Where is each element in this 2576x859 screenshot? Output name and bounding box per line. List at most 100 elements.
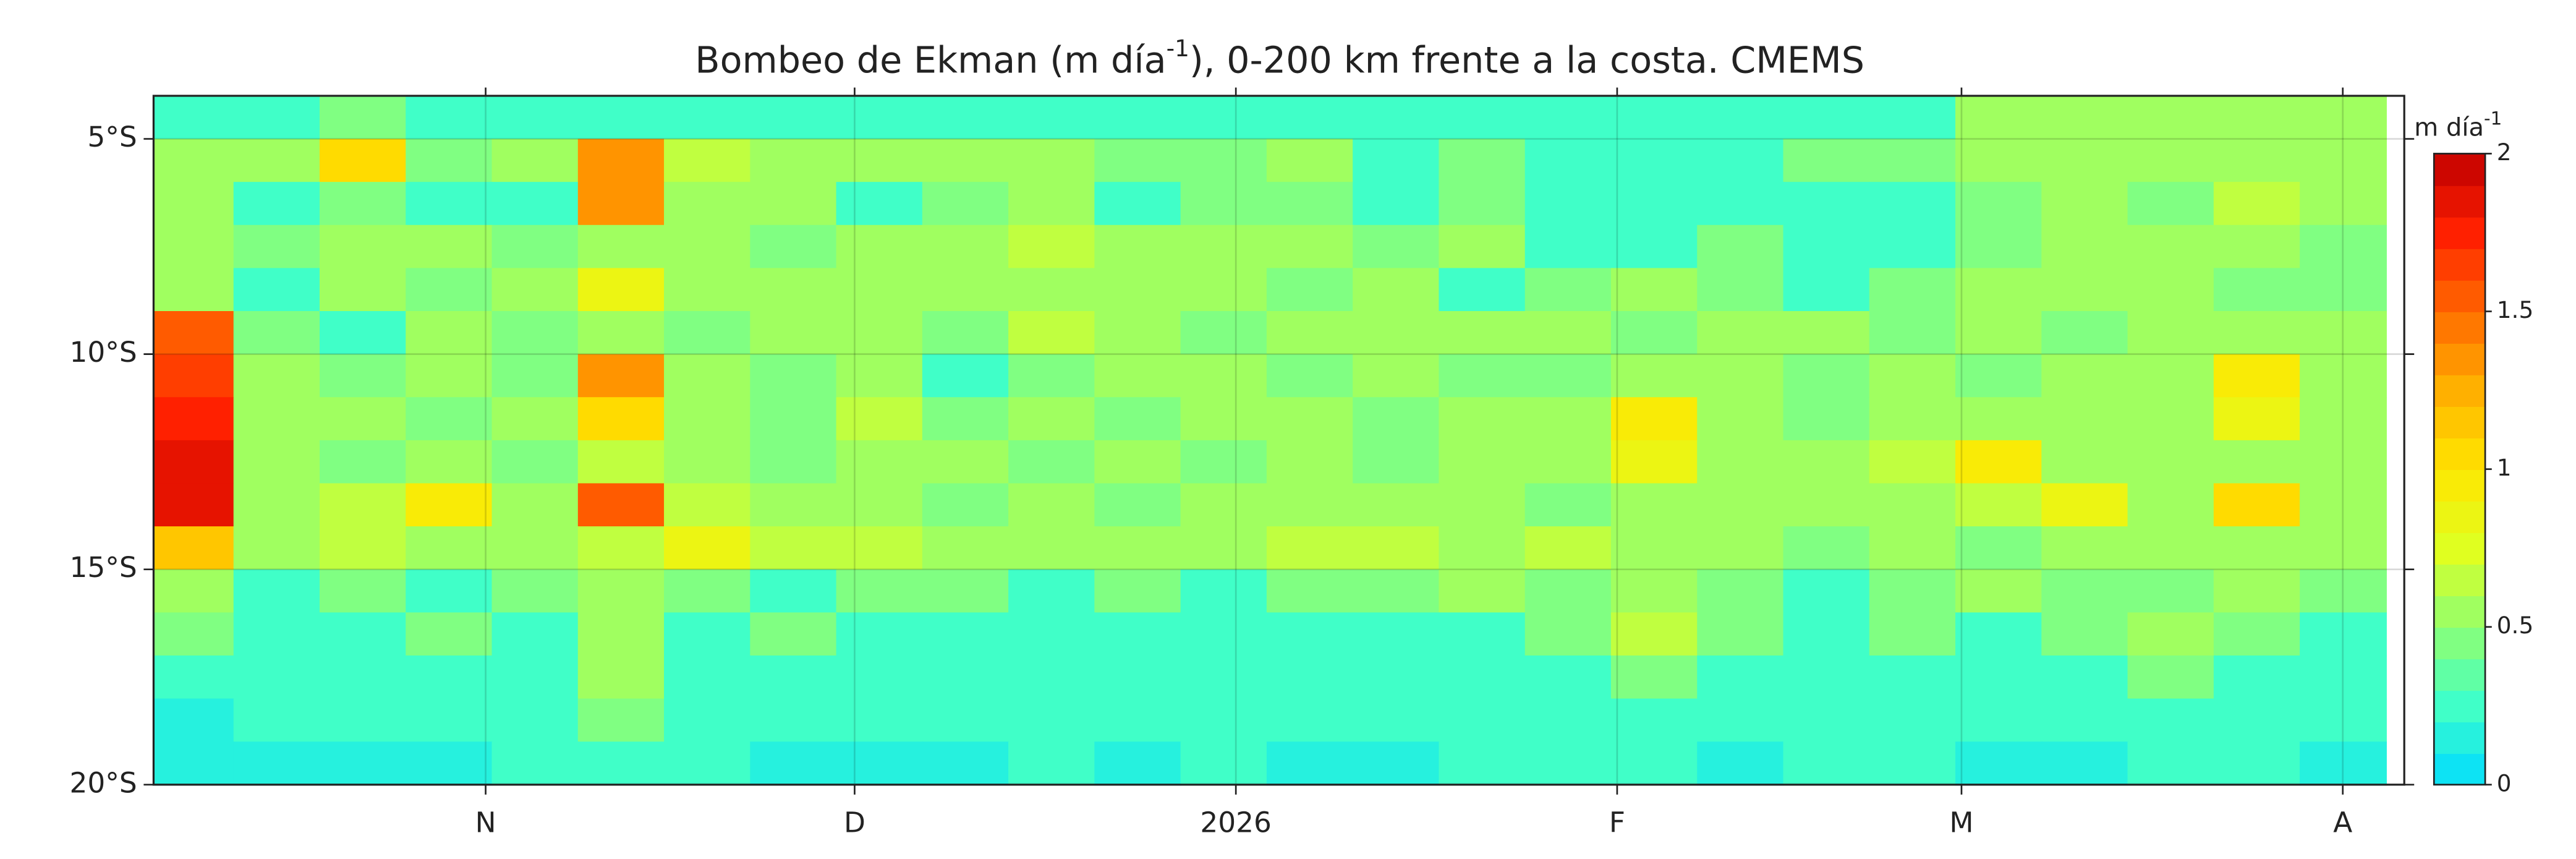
heatmap-cell	[2127, 698, 2215, 743]
heatmap-cell	[577, 397, 665, 442]
heatmap-cell	[664, 354, 751, 398]
heatmap-cell	[1610, 354, 1698, 398]
heatmap-cell	[2213, 182, 2301, 226]
heatmap-cell	[2041, 483, 2129, 528]
heatmap-cell	[491, 440, 579, 485]
heatmap-cell	[1955, 698, 2043, 743]
heatmap-cell	[1008, 397, 1095, 442]
heatmap-cell	[2213, 526, 2301, 571]
heatmap-cell	[491, 569, 579, 613]
colorbar-swatch	[2434, 595, 2486, 628]
heatmap-cell	[750, 95, 838, 140]
heatmap-cell	[1353, 440, 1440, 485]
heatmap-cell	[319, 698, 407, 743]
heatmap-cell	[1869, 311, 1957, 356]
heatmap-cell	[1610, 182, 1698, 226]
heatmap-cell	[1180, 397, 1268, 442]
heatmap-cell	[1955, 612, 2043, 657]
heatmap-cell	[1524, 569, 1612, 613]
heatmap-cell	[1697, 397, 1785, 442]
heatmap-cell	[836, 268, 924, 312]
heatmap-cell	[1008, 526, 1095, 571]
heatmap-cell	[1697, 569, 1785, 613]
heatmap-cell	[1094, 311, 1182, 356]
heatmap-cell	[1869, 741, 1957, 786]
heatmap-cell	[1697, 741, 1785, 786]
heatmap-cell	[406, 139, 493, 183]
heatmap-cell	[1610, 311, 1698, 356]
heatmap-cell	[836, 569, 924, 613]
heatmap-cell	[2213, 698, 2301, 743]
heatmap-cell	[1783, 268, 1871, 312]
heatmap-cell	[491, 268, 579, 312]
heatmap-cell	[1266, 354, 1354, 398]
heatmap-cell	[319, 483, 407, 528]
heatmap-cell	[664, 182, 751, 226]
heatmap-cell	[836, 139, 924, 183]
colorbar-swatch	[2434, 437, 2486, 470]
heatmap-cell	[1439, 354, 1526, 398]
heatmap-cell	[1353, 569, 1440, 613]
heatmap-cell	[319, 397, 407, 442]
heatmap-cell	[2041, 224, 2129, 269]
heatmap-cell	[2300, 268, 2387, 312]
heatmap-cell	[750, 182, 838, 226]
colorbar-swatch	[2434, 343, 2486, 375]
heatmap-cell	[319, 741, 407, 786]
heatmap-cell	[577, 311, 665, 356]
heatmap-cell	[2300, 397, 2387, 442]
heatmap-cell	[1697, 526, 1785, 571]
heatmap-cell	[1266, 655, 1354, 700]
heatmap-cell	[1353, 612, 1440, 657]
colorbar-swatch	[2434, 469, 2486, 502]
heatmap-cell	[2041, 311, 2129, 356]
heatmap-cell	[153, 182, 235, 226]
heatmap-cell	[319, 526, 407, 571]
heatmap-cell	[1955, 483, 2043, 528]
heatmap-cell	[1524, 354, 1612, 398]
heatmap-cell	[664, 224, 751, 269]
heatmap-cell	[750, 698, 838, 743]
heatmap-cell	[1524, 224, 1612, 269]
heatmap-cell	[1610, 440, 1698, 485]
heatmap-cell	[1353, 397, 1440, 442]
heatmap-cell	[2127, 268, 2215, 312]
heatmap-cell	[1610, 268, 1698, 312]
heatmap-cell	[319, 95, 407, 140]
heatmap-cell	[577, 182, 665, 226]
colorbar-swatch	[2434, 532, 2486, 565]
heatmap-cell	[233, 655, 321, 700]
heatmap-cell	[1008, 224, 1095, 269]
heatmap-cell	[1610, 224, 1698, 269]
heatmap-cell	[1180, 612, 1268, 657]
heatmap-cell	[922, 655, 1010, 700]
heatmap-cell	[922, 224, 1010, 269]
heatmap-cell	[1266, 741, 1354, 786]
heatmap-cell	[1955, 397, 2043, 442]
heatmap-cell	[1697, 95, 1785, 140]
heatmap-cell	[922, 268, 1010, 312]
heatmap-cell	[2213, 440, 2301, 485]
heatmap-cell	[1180, 354, 1268, 398]
heatmap-cell	[577, 612, 665, 657]
heatmap-cell	[233, 139, 321, 183]
heatmap-cell	[491, 483, 579, 528]
heatmap-cell	[1266, 569, 1354, 613]
heatmap-cell	[1955, 224, 2043, 269]
heatmap-cell	[1610, 698, 1698, 743]
heatmap-cell	[319, 655, 407, 700]
heatmap-cell	[1697, 483, 1785, 528]
heatmap-cell	[664, 612, 751, 657]
heatmap-cell	[1524, 139, 1612, 183]
heatmap-cell	[577, 483, 665, 528]
heatmap-cell	[1008, 698, 1095, 743]
heatmap-cell	[1266, 698, 1354, 743]
heatmap-cell	[1783, 483, 1871, 528]
heatmap-cell	[2127, 612, 2215, 657]
heatmap-cell	[1783, 182, 1871, 226]
heatmap-cell	[1180, 569, 1268, 613]
heatmap-cell	[2041, 397, 2129, 442]
heatmap-cell	[1180, 698, 1268, 743]
heatmap-cell	[1008, 139, 1095, 183]
